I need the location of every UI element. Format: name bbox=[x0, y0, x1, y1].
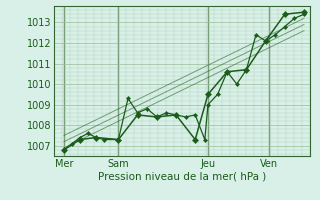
X-axis label: Pression niveau de la mer( hPa ): Pression niveau de la mer( hPa ) bbox=[98, 172, 267, 182]
